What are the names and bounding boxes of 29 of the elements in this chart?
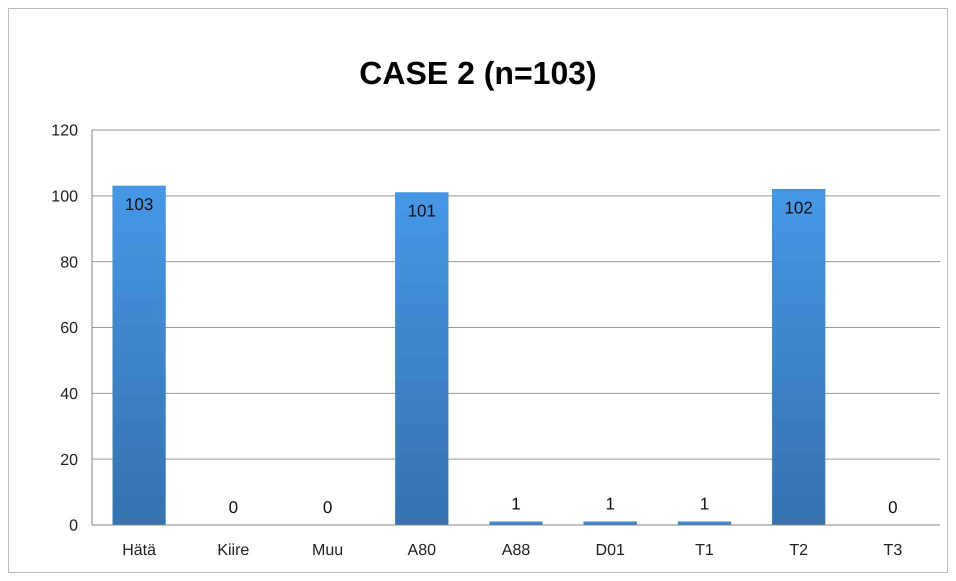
y-tick-label: 20 [60,452,78,469]
x-tick-label: A88 [502,542,530,559]
data-label: 103 [124,194,154,214]
x-tick-label: D01 [596,542,625,559]
bar [395,192,448,526]
data-label: 0 [228,498,238,517]
bar [772,189,826,526]
x-tick-label: T1 [695,542,714,559]
y-tick-label: 80 [60,254,78,272]
data-label: 102 [784,198,813,218]
x-tick-label: T3 [884,542,902,559]
y-tick-label: 60 [60,320,78,338]
y-tick-label: 0 [69,518,78,535]
x-tick-label: A80 [408,542,436,559]
data-label: 101 [408,202,436,221]
x-tick-label: Hätä [122,542,156,559]
bar [112,186,166,526]
chart-title: CASE 2 (n=103) [359,55,597,91]
data-label: 1 [605,494,615,514]
x-tick-label: Muu [312,542,344,559]
y-tick-label: 120 [51,122,78,140]
data-label: 1 [511,494,521,514]
data-label: 0 [322,498,332,517]
y-tick-label: 40 [60,386,78,403]
x-tick-label: Kiire [217,542,250,559]
data-label: 0 [888,498,898,517]
data-label: 1 [700,494,710,514]
x-tick-label: T2 [789,542,808,559]
y-tick-label: 100 [51,188,78,206]
